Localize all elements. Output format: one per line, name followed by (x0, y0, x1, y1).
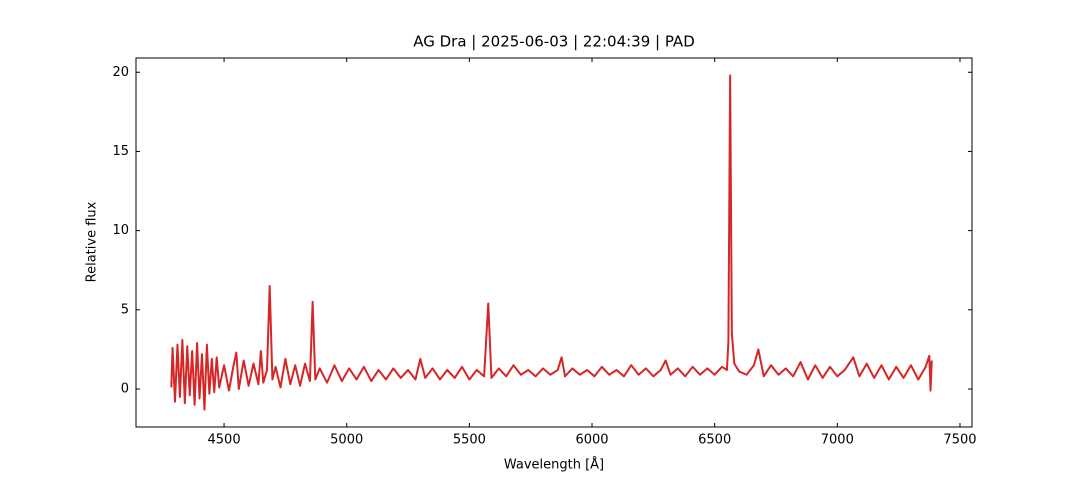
y-tick-label: 20 (112, 65, 129, 80)
spectrum-line (170, 74, 933, 411)
x-tick-label: 5000 (330, 433, 363, 448)
x-tick-label: 5500 (453, 433, 486, 448)
y-tick-label: 15 (112, 144, 129, 159)
x-tick-label: 6000 (575, 433, 608, 448)
x-tick-label: 4500 (208, 433, 241, 448)
x-tick-label: 7000 (821, 433, 854, 448)
y-axis-label: Relative flux (85, 201, 100, 282)
chart-title: AG Dra | 2025-06-03 | 22:04:39 | PAD (413, 33, 695, 51)
x-axis-label: Wavelength [Å] (504, 457, 604, 473)
y-tick-label: 10 (112, 223, 129, 238)
x-tick-label: 7500 (943, 433, 976, 448)
plot-frame (135, 57, 973, 428)
y-tick-label: 5 (121, 302, 129, 317)
y-tick-label: 0 (121, 381, 129, 396)
x-tick-label: 6500 (698, 433, 731, 448)
